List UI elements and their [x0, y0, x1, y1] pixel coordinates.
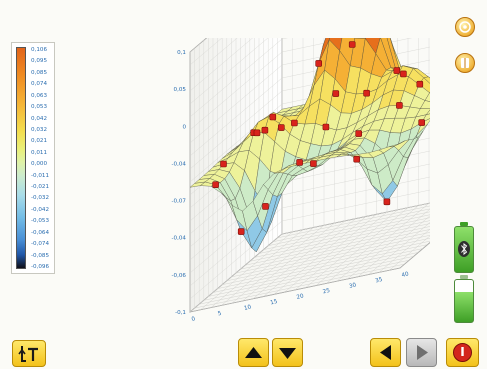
data-point-marker [332, 90, 340, 97]
battery-icon [454, 275, 474, 323]
data-point-marker [416, 80, 424, 88]
scroll-down-button[interactable] [272, 338, 303, 367]
color-scale-label: 0,095 [31, 58, 48, 65]
color-scale-label: 0,042 [31, 115, 48, 122]
data-point-marker [396, 102, 403, 109]
data-point-marker [261, 126, 269, 134]
x-tick-label: 0 [191, 316, 196, 323]
z-tick-label: 0 [182, 124, 186, 130]
next-button[interactable] [406, 338, 437, 367]
z-tick-label: 0,1 [177, 50, 186, 56]
power-icon [453, 343, 472, 362]
data-point-marker [262, 203, 269, 210]
data-point-marker [355, 130, 363, 137]
z-tick-label: -0,04 [172, 236, 187, 242]
data-point-marker [348, 41, 356, 48]
color-scale-label: -0,064 [31, 229, 50, 236]
arrow-up-icon [245, 347, 262, 358]
z-tick-label: 0,05 [174, 87, 187, 93]
data-point-marker [393, 67, 401, 74]
color-scale-label: -0,011 [31, 172, 50, 179]
axis-transform-icon [18, 346, 38, 362]
power-button[interactable] [446, 338, 479, 367]
arrow-down-icon [279, 348, 296, 359]
x-tick-label: 20 [296, 293, 305, 301]
color-gradient-bar [16, 47, 26, 269]
x-tick-label: 10 [244, 304, 253, 312]
data-point-marker [400, 70, 407, 78]
data-point-marker [296, 159, 303, 166]
data-point-marker [363, 89, 370, 97]
data-point-marker [315, 60, 323, 67]
color-scale-label: -0,042 [31, 206, 50, 213]
data-point-marker [269, 113, 277, 121]
target-icon[interactable] [455, 17, 475, 37]
color-scale-label: 0,053 [31, 104, 48, 111]
data-point-marker [353, 155, 361, 163]
x-axis-ticks: 0 5 10 15 20 25 30 35 40 [191, 271, 410, 323]
x-tick-label: 30 [349, 282, 358, 290]
x-tick-label: 35 [375, 277, 384, 285]
data-point-markers [212, 41, 426, 235]
color-scale-label: 0,106 [31, 47, 48, 53]
bluetooth-battery-icon [454, 222, 474, 273]
color-scale-label: -0,085 [31, 252, 50, 259]
color-scale-label: 0,032 [31, 126, 48, 133]
color-scale-label: -0,053 [31, 218, 50, 225]
surface-plot-3d[interactable]: 0,1 0,05 0 -0,04 -0,07 -0,04 -0,06 -0,1 0 5 10 15 2… [90, 38, 430, 328]
color-scale-legend: 0,106 0,095 0,085 0,074 0,063 0,053 0,042 0,032… [11, 42, 55, 274]
scroll-up-button[interactable] [238, 338, 269, 367]
color-scale-label: 0,000 [31, 161, 48, 168]
data-point-marker [418, 119, 426, 126]
data-point-marker [277, 124, 285, 131]
x-tick-label: 5 [217, 311, 222, 318]
z-tick-label: -0,04 [172, 161, 187, 167]
color-scale-label: -0,032 [31, 195, 50, 202]
data-point-marker [310, 160, 317, 167]
color-scale-label: 0,021 [31, 138, 48, 145]
arrow-right-icon [417, 345, 428, 360]
previous-button[interactable] [370, 338, 401, 367]
data-point-marker [237, 228, 245, 235]
color-scale-label: 0,074 [31, 81, 48, 88]
book-icon[interactable] [455, 53, 475, 73]
axis-transform-button[interactable] [12, 340, 46, 367]
data-point-marker [212, 181, 219, 188]
z-tick-label: -0,06 [172, 273, 187, 279]
arrow-left-icon [380, 345, 391, 360]
data-point-marker [253, 129, 261, 137]
z-tick-label: -0,07 [172, 199, 187, 205]
color-scale-label: -0,021 [31, 184, 50, 191]
x-tick-label: 25 [322, 288, 331, 296]
data-point-marker [220, 160, 227, 168]
z-tick-label: -0,1 [175, 310, 186, 316]
x-tick-label: 40 [401, 271, 410, 279]
color-scale-labels: 0,106 0,095 0,085 0,074 0,063 0,053 0,042 0,032… [31, 43, 55, 275]
color-scale-label: 0,063 [31, 92, 48, 99]
color-scale-label: 0,011 [31, 149, 48, 156]
data-point-marker [383, 198, 391, 206]
color-scale-label: -0,074 [31, 241, 50, 248]
data-point-marker [322, 123, 330, 131]
color-scale-label: 0,085 [31, 69, 48, 76]
z-axis-ticks: 0,1 0,05 0 -0,04 -0,07 -0,04 -0,06 -0,1 [172, 50, 187, 316]
data-point-marker [291, 119, 298, 127]
color-scale-label: -0,096 [31, 264, 50, 270]
x-tick-label: 15 [270, 299, 279, 307]
